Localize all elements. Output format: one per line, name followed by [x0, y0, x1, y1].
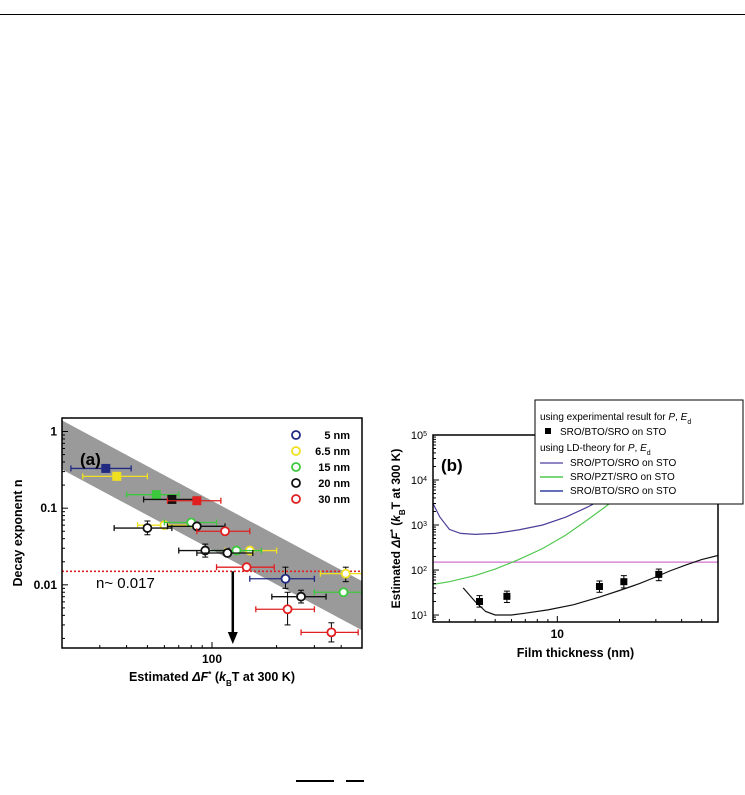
- data-point: [326, 627, 337, 638]
- y-tick-label: 1: [50, 425, 57, 439]
- data-point-filled: [595, 583, 603, 591]
- data-point: [222, 548, 233, 558]
- data-point-filled: [476, 597, 484, 605]
- legend-label: 6.5 nm: [315, 446, 350, 458]
- legend-label: SRO/BTO/SRO on STO: [570, 486, 677, 497]
- panel-label-a: (a): [80, 450, 101, 469]
- fraction-bar: [296, 780, 334, 782]
- legend-label: 30 nm: [318, 494, 350, 506]
- y-axis-label: Estimated ΔF* (kBT at 300 K): [389, 449, 407, 609]
- y-tick-label: 102: [411, 565, 427, 577]
- x-axis-label: Film thickness (nm): [517, 646, 634, 660]
- page-top-rule: [0, 14, 745, 15]
- y-tick-label: 104: [411, 475, 427, 487]
- y-tick-label: 105: [411, 430, 427, 442]
- y-tick-label: 0.01: [34, 578, 58, 592]
- legend-marker: [291, 430, 301, 440]
- data-point: [241, 562, 252, 573]
- legend-header: using experimental result for P, Ed: [540, 412, 691, 426]
- legend-label: 20 nm: [318, 478, 350, 490]
- data-point-filled: [192, 496, 202, 506]
- data-point-filled: [167, 494, 177, 504]
- legend-label: 15 nm: [318, 462, 350, 474]
- legend-marker: [291, 478, 301, 488]
- series-line: [462, 554, 718, 616]
- legend-marker: [291, 494, 301, 504]
- legend-marker: [291, 446, 301, 456]
- legend-label: SRO/PZT/SRO on STO: [570, 472, 675, 483]
- data-point: [296, 591, 306, 602]
- data-point-filled: [655, 570, 663, 578]
- series-line: [433, 495, 620, 585]
- data-point: [142, 523, 153, 533]
- data-point-filled: [503, 592, 511, 600]
- x-tick-label: 100: [202, 652, 222, 666]
- fraction-bar: [346, 780, 364, 782]
- data-point: [220, 526, 230, 537]
- x-tick-label: 10: [551, 627, 565, 641]
- data-point: [282, 604, 293, 615]
- data-point-filled: [112, 471, 122, 481]
- data-point-filled: [151, 490, 161, 500]
- data-point: [280, 573, 291, 584]
- y-tick-label: 0.1: [40, 501, 57, 515]
- legend-marker: [291, 462, 301, 472]
- data-point-filled: [101, 463, 111, 473]
- y-tick-label: 103: [411, 520, 427, 532]
- threshold-label: n~ 0.017: [96, 575, 155, 592]
- x-axis-label: Estimated ΔF* (kBT at 300 K): [129, 670, 295, 688]
- plot-area-a: [62, 420, 362, 643]
- legend-label: SRO/PTO/SRO on STO: [570, 458, 677, 469]
- legend-box: [534, 399, 744, 505]
- data-point: [340, 568, 351, 579]
- legend-label: 5 nm: [324, 430, 350, 442]
- y-axis-label: Decay exponent n: [11, 480, 25, 587]
- y-tick-label: 101: [411, 610, 427, 622]
- legend-header: using LD-theory for P, Ed: [540, 443, 651, 457]
- legend-label: SRO/BTO/SRO on STO: [560, 427, 667, 438]
- data-point-filled: [620, 578, 628, 586]
- arrow-head: [227, 632, 238, 644]
- panel-label-b: (b): [441, 456, 463, 475]
- legend-marker: [545, 428, 551, 434]
- plot-area-b: [433, 489, 718, 616]
- data-point: [338, 587, 349, 598]
- series-line: [433, 489, 620, 536]
- equation-fragment: [296, 780, 386, 790]
